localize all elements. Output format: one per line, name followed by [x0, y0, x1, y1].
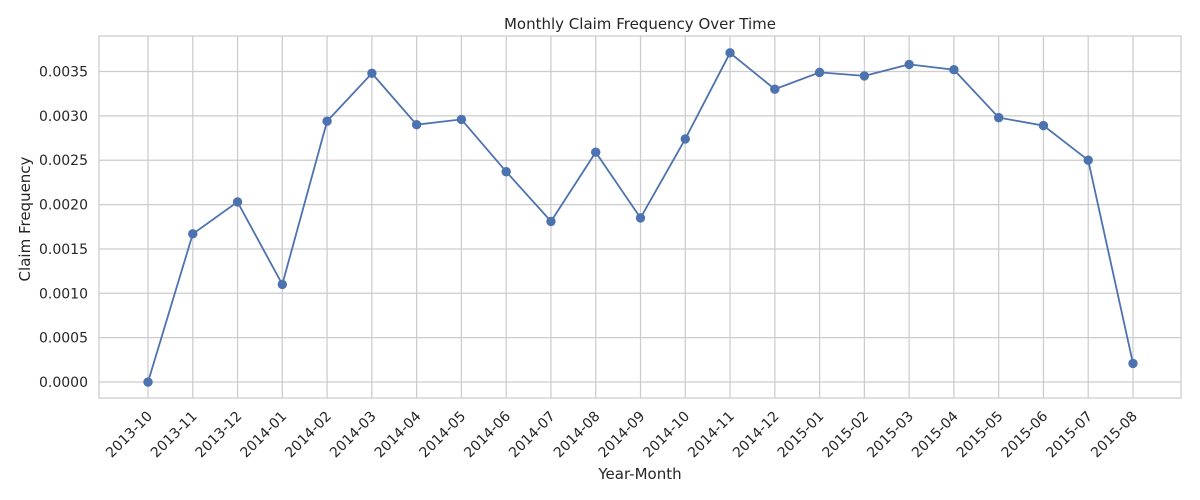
data-point — [143, 377, 153, 387]
x-tick-label: 2015-08 — [1088, 409, 1141, 462]
data-point — [546, 216, 556, 227]
data-point — [680, 134, 690, 144]
y-axis-title: Claim Frequency — [16, 156, 34, 281]
x-tick-label: 2014-06 — [461, 408, 514, 461]
y-tick-label: 0.0030 — [39, 109, 88, 125]
x-tick-label: 2014-01 — [237, 409, 290, 462]
data-point — [725, 48, 735, 58]
data-point — [367, 68, 377, 78]
grid — [99, 36, 1181, 398]
data-point — [993, 112, 1004, 123]
y-tick-label: 0.0025 — [39, 153, 88, 169]
data-point — [501, 167, 511, 177]
x-tick-label: 2013-11 — [148, 409, 201, 462]
data-point — [904, 59, 914, 70]
x-tick-label: 2015-02 — [820, 409, 873, 462]
x-tick-label: 2014-04 — [372, 408, 425, 461]
x-tick-label: 2013-12 — [193, 409, 246, 462]
y-tick-label: 0.0005 — [39, 331, 88, 347]
y-tick-label: 0.0010 — [39, 286, 88, 302]
data-point — [591, 147, 601, 157]
x-tick-label: 2015-01 — [775, 409, 828, 462]
y-tick-label: 0.0000 — [39, 375, 88, 391]
data-point — [277, 279, 288, 290]
x-tick-label: 2015-03 — [864, 409, 917, 462]
x-tick-label: 2014-09 — [596, 409, 649, 462]
y-tick-label: 0.0035 — [39, 64, 88, 80]
x-tick-label: 2014-08 — [551, 409, 604, 462]
y-tick-label: 0.0015 — [39, 242, 88, 258]
data-point — [814, 67, 825, 78]
x-tick-label: 2015-07 — [1043, 409, 1096, 462]
x-axis-ticks: 2013-102013-112013-122014-012014-022014-… — [103, 408, 1141, 461]
y-tick-label: 0.0020 — [39, 198, 88, 214]
x-tick-label: 2014-10 — [640, 409, 693, 462]
x-tick-label: 2015-05 — [954, 409, 1007, 462]
x-tick-label: 2015-04 — [909, 408, 962, 461]
data-point — [411, 120, 422, 130]
x-tick-label: 2015-06 — [999, 408, 1052, 461]
chart-title: Monthly Claim Frequency Over Time — [504, 15, 776, 33]
data-point — [1083, 155, 1093, 165]
y-axis-ticks: 0.0000 0.0005 0.0010 0.0015 0.0020 0.0025 0.00… — [39, 64, 88, 391]
x-tick-label: 2014-07 — [506, 409, 559, 462]
x-tick-label: 2014-05 — [417, 409, 470, 462]
plot-frame — [98, 35, 1182, 399]
series-claim-frequency — [143, 48, 1138, 387]
data-point — [1038, 120, 1049, 131]
data-point — [859, 71, 870, 81]
x-axis-title: Year-Month — [597, 465, 681, 483]
x-tick-label: 2014-12 — [730, 409, 783, 462]
data-point — [188, 229, 198, 239]
data-point — [770, 84, 780, 94]
x-tick-label: 2014-03 — [327, 409, 380, 462]
data-point — [456, 114, 467, 125]
x-tick-label: 2014-02 — [282, 409, 335, 462]
data-point — [949, 65, 959, 75]
x-tick-label: 2014-11 — [685, 409, 738, 462]
data-point — [232, 197, 243, 207]
data-point — [635, 213, 646, 223]
data-point — [1128, 358, 1138, 369]
x-tick-label: 2013-10 — [103, 409, 156, 462]
data-point — [322, 116, 332, 126]
